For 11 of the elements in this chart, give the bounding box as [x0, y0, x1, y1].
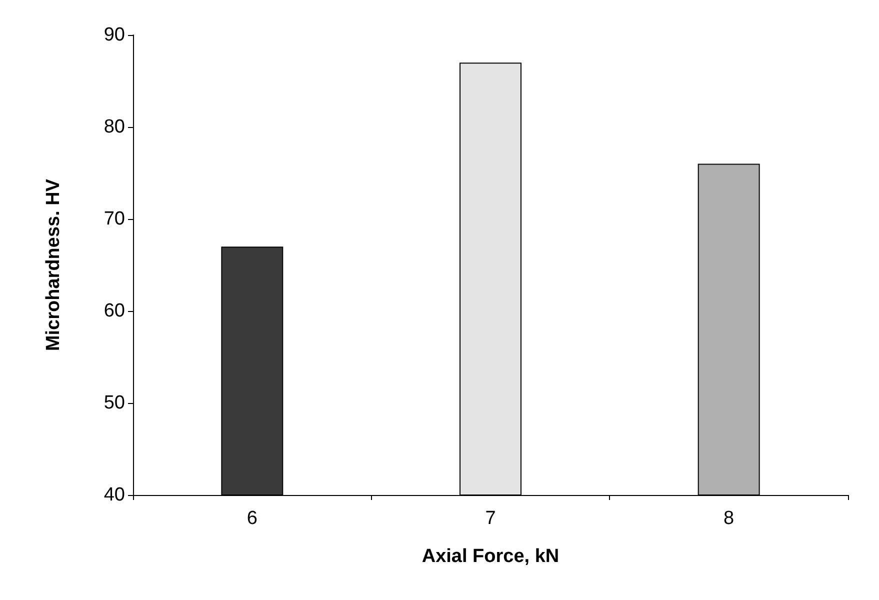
x-axis-title: Axial Force, kN [422, 546, 560, 567]
y-tick-label: 50 [104, 392, 125, 414]
y-tick-label: 80 [104, 116, 125, 138]
y-tick-label: 90 [104, 24, 125, 46]
x-tick-label: 6 [246, 508, 258, 529]
x-tick-label: 8 [724, 508, 734, 529]
y-tick-label: 70 [104, 208, 125, 230]
x-tick-label: 7 [485, 508, 496, 529]
y-tick-label: 60 [104, 300, 125, 322]
y-axis-title: Microhardness. HV [43, 178, 64, 352]
y-tick-label: 40 [104, 484, 125, 506]
